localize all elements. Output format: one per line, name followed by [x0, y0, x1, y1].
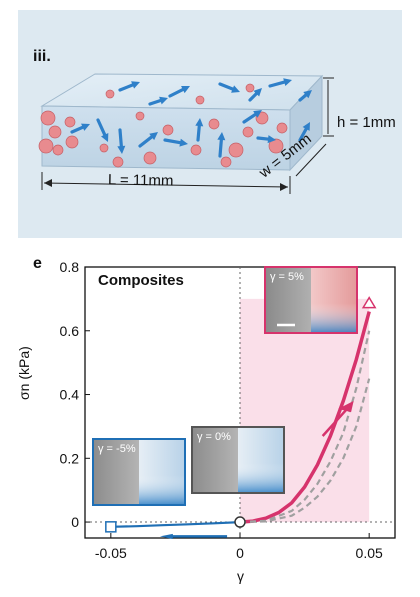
slab-director-arrows [70, 78, 312, 158]
x-tick-label: 0 [236, 545, 244, 561]
red-particle [135, 111, 145, 121]
red-particle [228, 142, 244, 158]
red-particle [220, 156, 232, 168]
y-tick-label: 0.8 [60, 259, 80, 275]
red-particle [245, 83, 255, 93]
x-tick-label: -0.05 [95, 545, 127, 561]
y-axis-label: σn (kPa) [16, 346, 32, 400]
stretch-direction-arrowhead [338, 400, 354, 413]
series-line-dashed-gray [239, 330, 371, 524]
end-marker-square [105, 521, 117, 533]
director-arrowhead [253, 88, 262, 97]
director-arrowhead [195, 118, 204, 127]
red-particle [208, 118, 220, 130]
director-arrowhead [101, 133, 109, 142]
dimension-arrowheads [44, 179, 288, 191]
inset-color-band [139, 475, 184, 504]
panel-label-iii: iii. [33, 48, 51, 65]
inset-color-band [311, 303, 356, 332]
microscopy-insets: γ = 5% γ = 0% γ = -5% [92, 266, 358, 506]
red-particle [38, 138, 54, 154]
panel-label-e: e [33, 255, 42, 272]
red-particle [40, 110, 56, 126]
series-line-dashed-gray [239, 378, 371, 524]
width-dimension-line [295, 143, 327, 177]
red-particle [99, 143, 109, 153]
length-label: L = 11mm [107, 171, 174, 190]
director-arrowhead [149, 132, 158, 141]
red-particle [190, 144, 202, 156]
director-arrowhead [302, 122, 310, 131]
series-line-solid-pink [239, 311, 371, 524]
red-particle [105, 89, 115, 99]
director-arrow [118, 128, 124, 151]
director-arrowhead [131, 81, 140, 89]
inset-strain-label: γ = -5% [98, 443, 136, 455]
red-particle [268, 138, 284, 154]
sample-slab [40, 73, 324, 172]
red-particle [52, 144, 64, 156]
director-arrow [163, 138, 185, 145]
stretch-direction-arrow [321, 406, 350, 437]
red-particle [65, 135, 79, 149]
director-arrowhead [253, 110, 262, 118]
director-arrow [96, 118, 108, 140]
slab-particles [38, 83, 288, 168]
red-particle [143, 151, 157, 165]
compress-direction-arrowhead [159, 533, 173, 539]
y-tick-label: 0.4 [60, 387, 80, 403]
director-arrow [218, 135, 224, 158]
legend-title: Composites [98, 272, 184, 289]
director-arrowhead [267, 135, 276, 144]
series-line-solid-blue [110, 521, 241, 528]
director-arrowhead [181, 86, 190, 94]
inset-strain-label: γ = 0% [197, 431, 231, 443]
red-particle [242, 126, 254, 138]
length-dimension-line [43, 182, 289, 188]
director-arrowhead [283, 78, 292, 86]
director-arrowhead [231, 85, 240, 93]
y-axis-label-text: σn (kPa) [16, 346, 32, 400]
slab-top-face [40, 73, 324, 111]
x-axis-label: γ [237, 568, 244, 584]
y-tick-label: 0.6 [60, 323, 80, 339]
origin-marker-circle [234, 516, 246, 528]
slab-side-face [289, 74, 323, 172]
red-particle [195, 95, 205, 105]
inset-color-band [238, 463, 283, 492]
inset-strain-label: γ = 5% [270, 271, 304, 283]
height-label: h = 1mm [337, 114, 396, 131]
end-marker-triangle [361, 296, 377, 309]
dimension-lines [41, 77, 334, 194]
red-particle [48, 125, 62, 139]
y-tick-label: 0.2 [60, 450, 80, 466]
director-arrowhead [217, 132, 226, 141]
y-tick-label: 0 [71, 514, 79, 530]
director-arrowhead [179, 138, 188, 147]
red-particle [162, 124, 174, 136]
plot-series [105, 296, 377, 539]
director-arrowhead [303, 90, 312, 99]
red-particle [64, 116, 76, 128]
director-arrowhead [81, 123, 90, 131]
director-arrowhead [159, 96, 168, 105]
red-particle [112, 156, 124, 168]
red-particle [276, 122, 288, 134]
director-arrowhead [117, 145, 126, 154]
x-tick-label: 0.05 [356, 545, 383, 561]
